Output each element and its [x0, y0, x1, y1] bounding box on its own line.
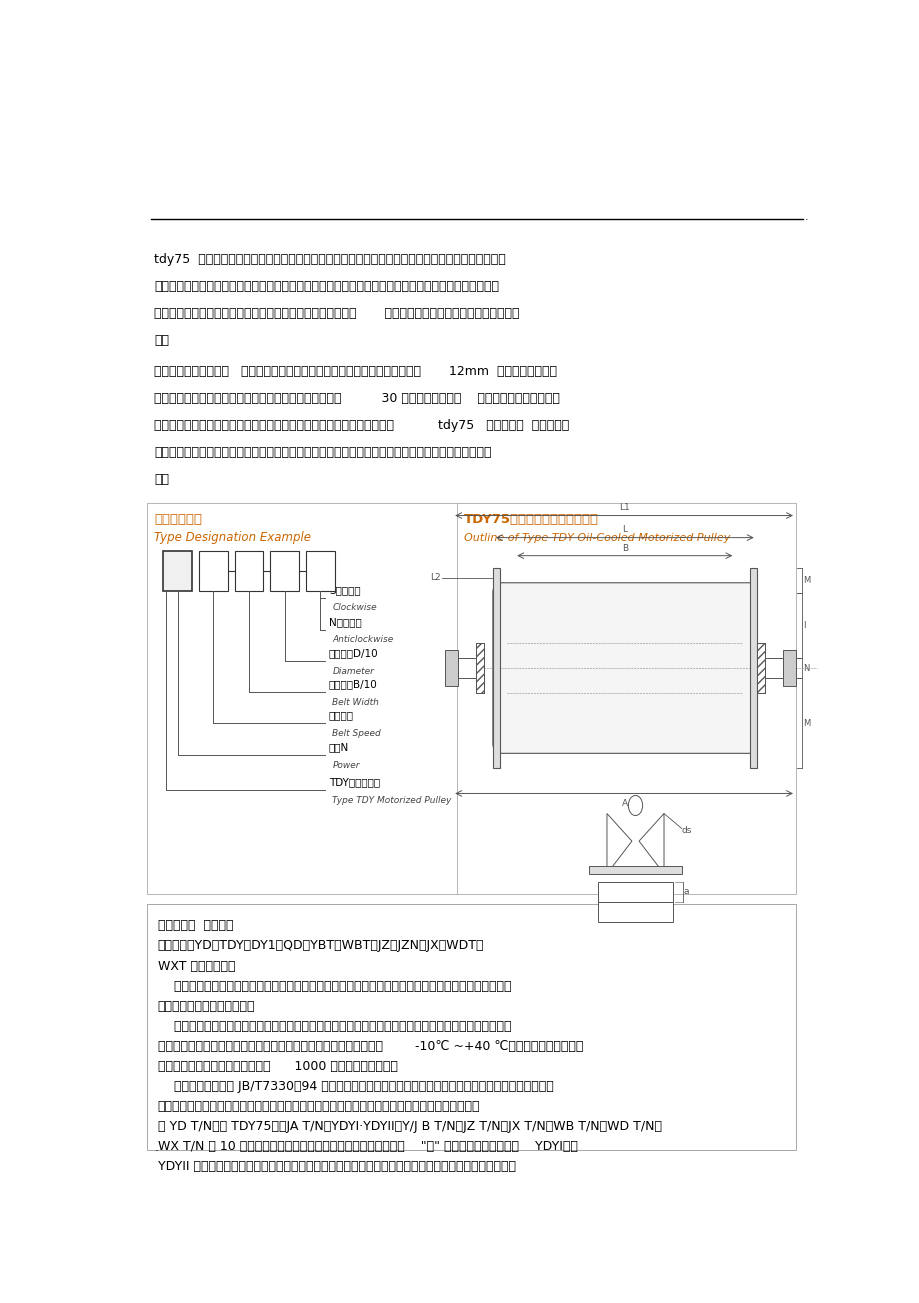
Text: 式。安装形式有电机内置（内装），电机外置（外装）以及用于移动式输送机上的移动式三种。共: 式。安装形式有电机内置（内装），电机外置（外装）以及用于移动式输送机上的移动式三… [158, 1100, 480, 1113]
Bar [234, 551, 263, 590]
Bar [765, 658, 782, 678]
Text: WX T/N 等 10 个系列产品。各产品均可包胶，其中胶面有平胶、    "人" 字胶及菱形胶三种，除    YDYI，和: WX T/N 等 10 个系列产品。各产品均可包胶，其中胶面有平胶、 "人" 字… [158, 1140, 577, 1153]
Text: 工、粮食及交通运输等部门。: 工、粮食及交通运输等部门。 [158, 999, 255, 1012]
Text: 产品名称：  电动滚筒: 产品名称： 电动滚筒 [158, 920, 233, 933]
Text: TDY型电动滚筒: TDY型电动滚筒 [329, 778, 380, 787]
Text: A: A [621, 799, 627, 808]
Bar [755, 642, 765, 693]
FancyBboxPatch shape [493, 582, 756, 753]
Text: 滚筒直径D/10: 滚筒直径D/10 [329, 648, 378, 658]
Text: 动率N: 动率N [329, 743, 349, 752]
Text: M: M [802, 576, 810, 585]
Text: Diameter: Diameter [332, 667, 374, 675]
Text: C: C [631, 887, 638, 896]
Text: TDY75型油冷式电动滚筒外形图: TDY75型油冷式电动滚筒外形图 [464, 513, 598, 526]
Text: 胶带宽度B/10: 胶带宽度B/10 [329, 679, 377, 689]
Text: Power: Power [332, 761, 359, 770]
Bar [475, 642, 483, 693]
Text: Outline of Type TDY Oil-Cooled Motorized Pulley: Outline of Type TDY Oil-Cooled Motorized… [464, 533, 730, 542]
Text: tdy75  型电动滚筒（滚筒电机）是供各种固定式带式输送机配套使用的内驱动装置，与外驱动装置相: tdy75 型电动滚筒（滚筒电机）是供各种固定式带式输送机配套使用的内驱动装置，… [154, 253, 505, 266]
Text: 比，具有结构紧凑，占用空间面积小，使用维护方便，操作安全可靠，密封性好，能适用于粉尘浓度大、: 比，具有结构紧凑，占用空间面积小，使用维护方便，操作安全可靠，密封性好，能适用于… [154, 280, 499, 293]
Text: 物料及易爆场所，海拔高度不超过      1000 米，并应水平安装。: 物料及易爆场所，海拔高度不超过 1000 米，并应水平安装。 [158, 1059, 397, 1072]
Text: 电动滚筒与一般减速机构相比，具有结构紧凑、体积小、重量轻、密封性好、安装方便、维修简便等优: 电动滚筒与一般减速机构相比，具有结构紧凑、体积小、重量轻、密封性好、安装方便、维… [158, 1020, 511, 1033]
Text: Y: Y [172, 563, 183, 579]
Text: 伴。: 伴。 [154, 335, 169, 348]
Polygon shape [607, 813, 631, 874]
Text: 潮湿泥泞的工作场所等优点，可满足各种逆止、包胶等要求。       不求一次的合作成功，但求永远的事业伙: 潮湿泥泞的工作场所等优点，可满足各种逆止、包胶等要求。 不求一次的合作成功，但求… [154, 308, 519, 321]
Text: 点，可用于粉尘大、潮湿、泥泞、露天等环境恶劣场所，环境温度在        -10℃ ~+40 ℃，一般不用于输送高温: 点，可用于粉尘大、潮湿、泥泞、露天等环境恶劣场所，环境温度在 -10℃ ~+40… [158, 1040, 583, 1053]
Text: N: N [802, 663, 809, 672]
Text: N为逆时针: N为逆时针 [329, 616, 361, 627]
Bar [458, 658, 475, 678]
Bar [749, 568, 755, 769]
Bar [164, 551, 192, 590]
Bar [199, 551, 227, 590]
Text: WXT 一、产品概述: WXT 一、产品概述 [158, 959, 235, 972]
Text: Belt Width: Belt Width [332, 697, 379, 706]
Text: 电动滚筒作为皮带运输机和提升等设备的动力，广泛应用于矿山、冶金、化工、煤炭、建材、电力、轻: 电动滚筒作为皮带运输机和提升等设备的动力，广泛应用于矿山、冶金、化工、煤炭、建材… [158, 980, 511, 993]
Text: 产品型号：YD、TDY、DY1、QD、YBT、WBT、JZ、JZN、JX、WDT、: 产品型号：YD、TDY、DY1、QD、YBT、WBT、JZ、JZN、JX、WDT… [158, 939, 483, 952]
Text: 要求包胶，满足各种厚度形状要求。淄博铭玖机械厂具有          30 年油冷式电动滚筒    生产经验，所有出厂产品: 要求包胶，满足各种厚度形状要求。淄博铭玖机械厂具有 30 年油冷式电动滚筒 生产… [154, 392, 560, 405]
Bar [270, 551, 299, 590]
Text: L: L [621, 525, 627, 534]
Bar [493, 568, 500, 769]
Circle shape [628, 795, 641, 816]
Bar [588, 865, 681, 874]
Bar [597, 882, 672, 902]
Text: .: . [804, 211, 808, 222]
Text: 均经过严格试车检验测试，无故障运转，用户可放心购买使用。用户选购           tdy75   型电动滚筒  一般需要提: 均经过严格试车检验测试，无故障运转，用户可放心购买使用。用户选购 tdy75 型… [154, 418, 569, 431]
Text: 我公司参照机械部 JB/T7330－94 标准设计生产的电动滚筒有定轴齿轮、行星齿轮、摆线针轮三种传动形: 我公司参照机械部 JB/T7330－94 标准设计生产的电动滚筒有定轴齿轮、行星… [158, 1080, 553, 1093]
Text: L2: L2 [430, 573, 440, 582]
Text: Type TDY Motorized Pulley: Type TDY Motorized Pulley [332, 796, 451, 805]
Text: 胶带速度: 胶带速度 [329, 710, 354, 721]
Text: 常见的包胶铸胶一般有   菱形铸胶，人字形铸胶，平面胶，一般默认铸胶厚度是       12mm  ，我厂可根据用户: 常见的包胶铸胶一般有 菱形铸胶，人字形铸胶，平面胶，一般默认铸胶厚度是 12mm… [154, 365, 557, 378]
Text: B: B [621, 545, 627, 554]
Bar [445, 650, 458, 687]
Bar [306, 551, 335, 590]
Text: 订货代号说明: 订货代号说明 [154, 513, 202, 526]
Bar [147, 904, 795, 1149]
Text: Clockwise: Clockwise [332, 603, 377, 612]
Text: YDYII 型移动滚筒外均可附加逆止功能。电机内置时有油冷和油浸式两种；电机外置时有卧式直列型、立: YDYII 型移动滚筒外均可附加逆止功能。电机内置时有油冷和油浸式两种；电机外置… [158, 1160, 516, 1173]
Text: I: I [802, 622, 805, 629]
Bar [475, 642, 483, 693]
Polygon shape [639, 813, 664, 874]
Text: Belt Speed: Belt Speed [332, 728, 380, 737]
Text: 供滚筒直径、带宽、功率、速比，是否包胶逆止，产品发货期一般在三至五天内。若用户急用可加急生: 供滚筒直径、带宽、功率、速比，是否包胶逆止，产品发货期一般在三至五天内。若用户急… [154, 446, 491, 459]
Text: Type Designation Example: Type Designation Example [154, 532, 311, 545]
Text: .: . [154, 1141, 158, 1154]
Text: a: a [683, 887, 688, 896]
Bar [597, 902, 672, 923]
Text: P: P [632, 907, 638, 916]
Text: L1: L1 [618, 503, 630, 512]
Text: S为顺时针: S为顺时针 [329, 585, 360, 594]
Text: ds: ds [681, 826, 691, 835]
Text: 有 YD T/N（即 TDY75）、JA T/N、YDYI·YDYII、Y/J B T/N、JZ T/N、JX T/N、WB T/N、WD T/N、: 有 YD T/N（即 TDY75）、JA T/N、YDYI·YDYII、Y/J … [158, 1121, 661, 1134]
Bar [147, 503, 795, 894]
Text: 产。: 产。 [154, 473, 169, 486]
Bar [782, 650, 795, 687]
Text: M: M [802, 719, 810, 728]
Text: Anticlockwise: Anticlockwise [332, 636, 393, 645]
Text: D: D [620, 663, 628, 674]
Bar [755, 642, 765, 693]
